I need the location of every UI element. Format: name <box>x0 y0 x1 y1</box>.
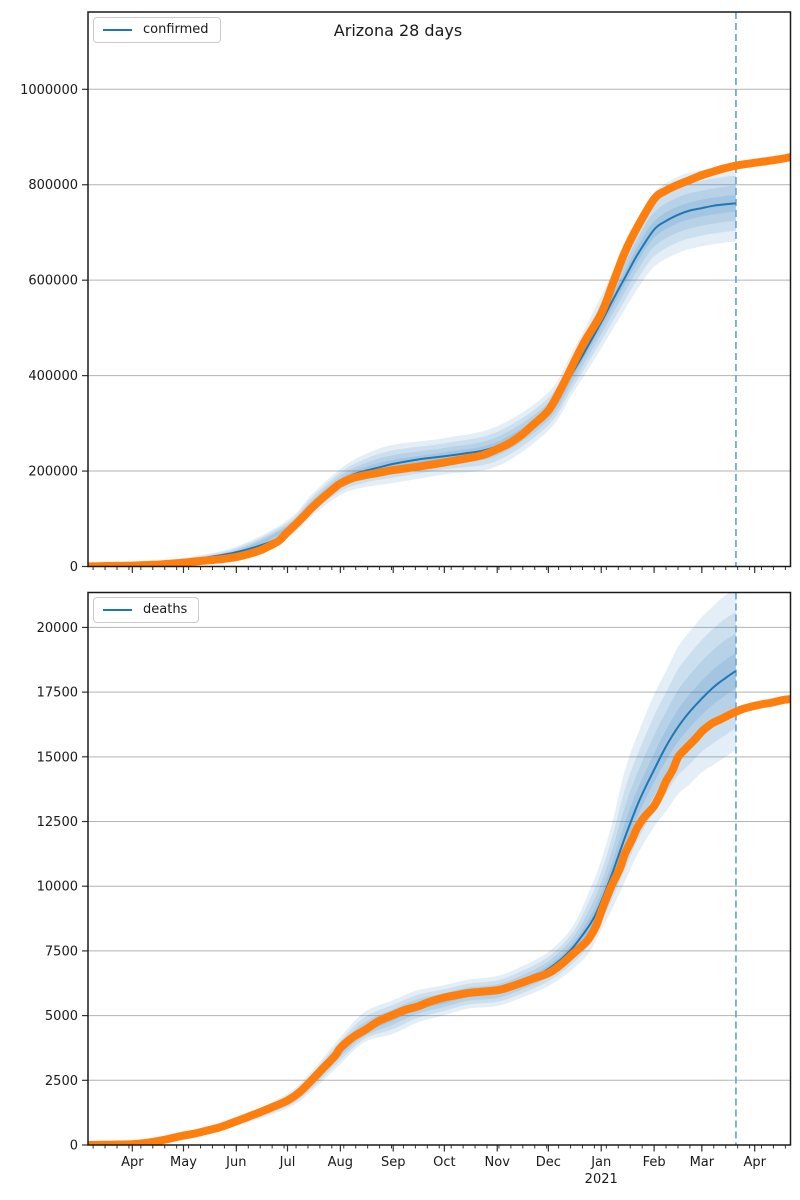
x-tick-label: Dec <box>536 1155 561 1170</box>
confidence-band <box>88 165 736 567</box>
y-tick-label: 10000 <box>37 880 78 895</box>
x-tick-label: Feb <box>643 1155 666 1170</box>
legend-confirmed-label: confirmed <box>143 22 209 37</box>
y-tick-label: 12500 <box>37 815 78 830</box>
y-tick-label: 1000000 <box>20 83 78 98</box>
x-tick-label: Oct <box>433 1155 455 1170</box>
y-tick-label: 0 <box>70 560 78 575</box>
confidence-band <box>88 195 736 567</box>
confidence-band <box>88 653 736 1145</box>
x-axis-year-label: 2021 <box>585 1172 618 1187</box>
legend-confirmed: confirmed <box>93 17 221 43</box>
x-tick-label: Mar <box>690 1155 715 1170</box>
actual-data-line <box>88 153 791 567</box>
chart-confirmed: 0 200000 400000 600000 800000 1000000 <box>20 11 792 575</box>
y-tick-label: 200000 <box>28 465 78 480</box>
x-tick-label: Jul <box>279 1155 296 1170</box>
legend-deaths: deaths <box>93 597 200 623</box>
y-tick-label: 400000 <box>28 369 78 384</box>
confidence-band <box>88 633 736 1145</box>
y-tick-label: 5000 <box>45 1009 78 1024</box>
confidence-band <box>88 175 736 567</box>
plot-border <box>87 591 792 1146</box>
x-tick-label: Aug <box>328 1155 353 1170</box>
y-tick-label: 17500 <box>37 686 78 701</box>
deaths-line-swatch <box>103 608 132 611</box>
x-tick-label: Jan <box>590 1155 611 1170</box>
x-tick-label: Sep <box>381 1155 406 1170</box>
confirmed-line-swatch <box>103 28 132 31</box>
y-tick-label: 20000 <box>37 621 78 636</box>
x-tick-label: Jun <box>225 1155 246 1170</box>
y-tick-label: 7500 <box>45 944 78 959</box>
x-tick-label: Apr <box>743 1155 766 1170</box>
actual-data-line <box>88 695 791 1145</box>
x-tick-label: Apr <box>121 1155 144 1170</box>
y-tick-label: 800000 <box>28 178 78 193</box>
confidence-band <box>88 185 736 567</box>
confidence-band <box>88 592 736 1145</box>
confidence-band <box>88 612 736 1145</box>
chart-deaths: 0 2500 5000 7500 10000 12500 15000 17500 20000 Ap… <box>37 591 792 1187</box>
y-tick-label: 2500 <box>45 1074 78 1089</box>
legend-deaths-label: deaths <box>143 602 188 617</box>
plot-border <box>87 11 792 568</box>
y-tick-label: 0 <box>70 1139 78 1154</box>
y-tick-label: 600000 <box>28 274 78 289</box>
y-tick-label: 15000 <box>37 750 78 765</box>
x-tick-label: Nov <box>485 1155 511 1170</box>
x-tick-label: May <box>170 1155 197 1170</box>
